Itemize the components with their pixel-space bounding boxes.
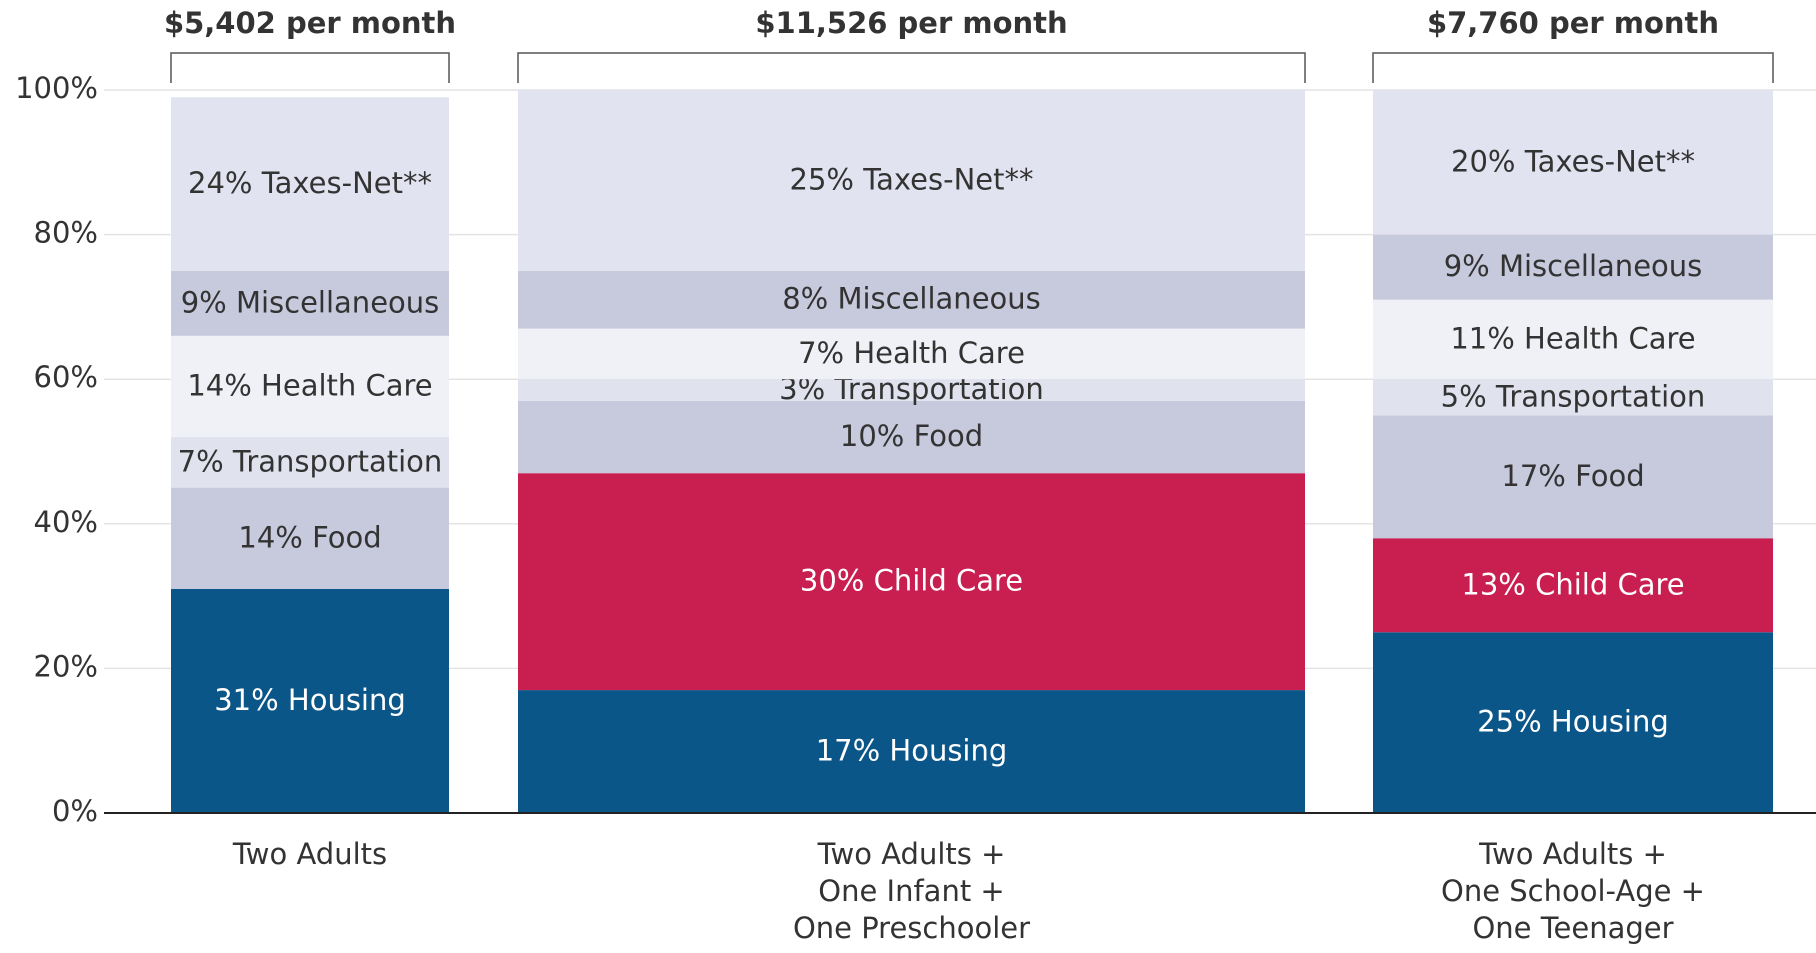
y-tick-label: 100% [15, 71, 98, 105]
x-tick-label: Two Adults + [1478, 837, 1667, 871]
value-label: 14% [238, 520, 302, 554]
value-label: 14% [187, 368, 251, 402]
value-label: 25% [1477, 705, 1541, 739]
series-name: Health Care [1524, 321, 1696, 355]
series-name: Taxes-Net** [862, 162, 1033, 196]
value-label: 13% [1461, 567, 1525, 601]
x-tick-label: One School-Age + [1441, 874, 1705, 908]
bar-segment [518, 400, 1305, 474]
segment-label: 11% Health Care [1450, 321, 1695, 355]
segment-label: 25% Housing [1477, 705, 1669, 739]
segment-label: 14% Health Care [187, 368, 432, 402]
series-name: Transportation [232, 444, 442, 478]
bar-segment [518, 690, 1305, 813]
segment-label: 10% Food [840, 419, 983, 453]
series-name: Food [312, 520, 382, 554]
y-tick-label: 0% [52, 794, 98, 828]
series-name: Health Care [853, 336, 1025, 370]
segment-label: 20% Taxes-Net** [1451, 144, 1695, 178]
value-label: 31% [214, 683, 278, 717]
segment-label: 25% Taxes-Net** [790, 162, 1034, 196]
bar-segment [171, 437, 449, 488]
total-label: $5,402 per month [164, 6, 456, 40]
series-name: Child Care [1535, 567, 1685, 601]
segment-label: 17% Housing [816, 734, 1008, 768]
series-name: Food [1575, 459, 1645, 493]
bar-segment [171, 335, 449, 438]
y-tick-label: 20% [34, 649, 98, 683]
bar-segment [171, 97, 449, 271]
series-name: Housing [889, 734, 1007, 768]
value-label: 7% [798, 336, 844, 370]
value-label: 5% [1441, 379, 1487, 413]
segment-label: 9% Miscellaneous [1444, 249, 1703, 283]
value-label: 30% [800, 564, 864, 598]
bar-segment [518, 328, 1305, 380]
bar-segment [1373, 90, 1773, 235]
y-tick-label: 40% [34, 505, 98, 539]
x-tick-label: One Teenager [1472, 911, 1673, 945]
total-label: $7,760 per month [1427, 6, 1719, 40]
segment-label: 5% Transportation [1441, 379, 1706, 413]
value-label: 20% [1451, 144, 1515, 178]
bar-segment [171, 270, 449, 336]
series-name: Miscellaneous [837, 282, 1040, 316]
bar-segment [1373, 538, 1773, 633]
segment-label: 9% Miscellaneous [181, 285, 440, 319]
x-tick-label: Two Adults + [817, 837, 1006, 871]
series-name: Health Care [261, 368, 433, 402]
value-label: 24% [188, 166, 252, 200]
value-label: 7% [178, 444, 224, 478]
series-name: Miscellaneous [236, 285, 439, 319]
value-label: 17% [816, 734, 880, 768]
series-name: Housing [1551, 705, 1669, 739]
bar-segment [518, 270, 1305, 329]
bar-segment [518, 473, 1305, 691]
segment-label: 17% Food [1501, 459, 1644, 493]
series-name: Child Care [874, 564, 1024, 598]
bar-segment [1373, 632, 1773, 813]
series-name: Food [914, 419, 984, 453]
segment-label: 7% Health Care [798, 336, 1025, 370]
bracket [1372, 52, 1774, 83]
bar-segment [518, 90, 1305, 271]
segment-label: 30% Child Care [800, 564, 1023, 598]
value-label: 9% [1444, 249, 1490, 283]
segment-label: 14% Food [238, 520, 381, 554]
bar-segment [1373, 234, 1773, 300]
x-tick-label: One Infant + [818, 874, 1004, 908]
bar-segment [171, 588, 449, 813]
segment-label: 24% Taxes-Net** [188, 166, 432, 200]
series-name: Taxes-Net** [1524, 144, 1695, 178]
value-label: 11% [1450, 321, 1514, 355]
bar-segment [1373, 299, 1773, 380]
bar-segment [171, 487, 449, 589]
y-tick-label: 60% [34, 360, 98, 394]
y-tick-label: 80% [34, 216, 98, 250]
bar-segment [1373, 415, 1773, 539]
value-label: 9% [181, 285, 227, 319]
series-name: Taxes-Net** [261, 166, 432, 200]
bar-segment [518, 379, 1305, 401]
segment-label: 8% Miscellaneous [782, 282, 1041, 316]
x-tick-label: Two Adults [232, 837, 387, 871]
bracket [170, 52, 450, 83]
series-name: Housing [288, 683, 406, 717]
value-label: 10% [840, 419, 904, 453]
segment-label: 13% Child Care [1461, 567, 1684, 601]
value-label: 8% [782, 282, 828, 316]
bracket [517, 52, 1306, 83]
bar-segment [1373, 379, 1773, 416]
segment-label: 7% Transportation [178, 444, 443, 478]
series-name: Miscellaneous [1499, 249, 1702, 283]
x-tick-label: One Preschooler [793, 911, 1030, 945]
total-label: $11,526 per month [755, 6, 1067, 40]
series-name: Transportation [1495, 379, 1705, 413]
value-label: 25% [790, 162, 854, 196]
segment-label: 31% Housing [214, 683, 406, 717]
value-label: 17% [1501, 459, 1565, 493]
